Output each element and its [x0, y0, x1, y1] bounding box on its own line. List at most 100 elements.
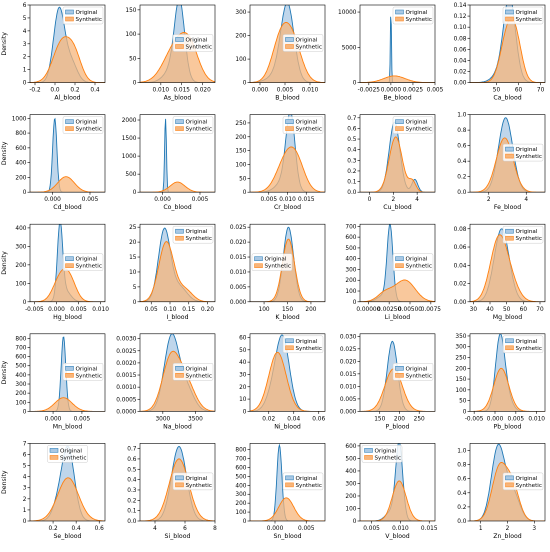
legend-swatch-original — [395, 256, 404, 261]
subplot-Cr_blood: 0.005 0.010 0.015 0 50 100 150 200 250 Cr_blood Or… — [235, 114, 326, 211]
y-tick-label: 0.4 — [457, 159, 467, 165]
y-tick-label: 0 — [243, 519, 247, 525]
subplot-K_blood: 100 150 200 0.000 0.005 0.010 0.015 0.020 0.025 K… — [230, 223, 326, 321]
density-area-synthetic — [470, 234, 545, 302]
y-tick-label: 0.7 — [347, 116, 357, 122]
x-tick-label: 0.005 — [70, 307, 87, 313]
y-tick-label: 200 — [345, 494, 356, 500]
legend-swatch-synthetic — [395, 126, 404, 131]
subplot-Fe_blood: 2 4 0.0 0.2 0.4 0.6 0.8 1.0 Fe_blood OriginalSynt… — [457, 113, 546, 211]
x-axis-label: Mg_blood — [493, 314, 523, 321]
density-area-original — [365, 224, 403, 302]
x-tick-label: 3000 — [155, 416, 170, 422]
x-tick-label: 0.010 — [92, 307, 109, 313]
y-tick-label: 400 — [345, 469, 356, 475]
x-tick-label: 0.06 — [312, 416, 325, 422]
y-tick-label: 0.010 — [340, 384, 357, 390]
y-tick-label: 300 — [345, 481, 356, 487]
density-area-synthetic — [140, 182, 215, 193]
legend-swatch-original — [285, 37, 294, 42]
subplot-Co_blood: 0.000 0.005 0 500 1000 1500 2000 Co_blood Origin… — [122, 114, 216, 211]
legend-label-original: Original — [76, 257, 98, 263]
x-tick-label: 2 — [487, 197, 491, 203]
x-tick-label: 0.20 — [201, 307, 214, 313]
x-tick-label: 0.010 — [392, 526, 409, 532]
x-tick-label: 50 — [503, 307, 511, 313]
legend-label-synthetic: Synthetic — [296, 44, 322, 50]
x-tick-label: 50 — [493, 88, 501, 94]
y-tick-label: 0 — [353, 300, 357, 306]
legend-label-original: Original — [516, 10, 538, 16]
y-tick-label: 0.6 — [457, 477, 467, 483]
legend-swatch-original — [175, 366, 184, 371]
subplot-Be_blood: -0.0025 0.0000 0.0025 0.005 0 5000 10000 Be_blo… — [338, 4, 444, 102]
y-tick-label: 50 — [129, 56, 137, 62]
legend-swatch-original — [505, 146, 514, 152]
x-tick-label: 40 — [486, 307, 494, 313]
x-tick-label: 0.000 — [487, 416, 504, 422]
legend-swatch-original — [505, 338, 514, 344]
legend-label-original: Original — [406, 10, 428, 16]
legend-label-synthetic: Synthetic — [76, 127, 102, 133]
x-tick-label: 0.05 — [145, 307, 158, 313]
x-tick-label: 200 — [305, 307, 316, 313]
x-tick-label: 3 — [532, 526, 536, 532]
y-tick-label: 0 — [23, 300, 27, 306]
legend-swatch-original — [395, 119, 404, 124]
y-tick-label: 0 — [353, 519, 357, 525]
legend-label-original: Original — [186, 229, 208, 235]
density-area-original — [269, 445, 290, 521]
y-tick-label: 150 — [455, 377, 466, 383]
axes-frame — [29, 333, 106, 412]
y-tick-label: 0 — [23, 409, 27, 415]
x-tick-label: 0.005 — [277, 88, 294, 94]
legend-label-original: Original — [296, 37, 318, 43]
axes-frame — [139, 333, 216, 412]
y-tick-label: 1.0 — [457, 113, 467, 119]
density-area-synthetic — [471, 462, 538, 521]
legend-label-original: Original — [375, 448, 397, 454]
y-tick-label: 0 — [243, 190, 247, 196]
legend-label-synthetic: Synthetic — [516, 483, 542, 489]
density-line-original — [250, 226, 325, 302]
x-tick-label: 0.02 — [262, 416, 275, 422]
legend-swatch-original — [65, 9, 74, 15]
y-tick-label: 0 — [23, 519, 27, 525]
subplot-Cd_blood: 0.000 0.005 0 200 400 600 800 1000 Cd_blood Densi… — [1, 114, 106, 211]
legend-swatch-original — [285, 119, 294, 124]
density-line-synthetic — [30, 36, 105, 83]
y-tick-label: 0.04 — [454, 58, 467, 64]
legend-label-synthetic: Synthetic — [60, 455, 86, 461]
legend-swatch-original — [505, 475, 514, 481]
density-line-synthetic — [250, 238, 325, 302]
density-line-synthetic — [250, 146, 325, 193]
x-tick-label: 200 — [394, 416, 405, 422]
y-tick-label: 1 — [23, 68, 27, 74]
y-tick-label: 0 — [243, 81, 247, 87]
y-tick-label: 25 — [129, 225, 137, 231]
subplot-Si_blood: 4 6 8 0.0 0.1 0.2 0.3 0.4 0.5 0.6 0.7 Si_blood Origi… — [127, 443, 217, 540]
y-tick-label: 200 — [345, 278, 356, 284]
axes-frame — [469, 223, 546, 303]
y-tick-label: 250 — [235, 121, 246, 127]
y-tick-label: 0.00 — [454, 300, 467, 306]
legend-swatch-synthetic — [285, 345, 294, 351]
legend-swatch-synthetic — [65, 16, 74, 22]
legend-swatch-synthetic — [395, 263, 404, 268]
y-tick-label: 0.025 — [230, 225, 247, 231]
y-tick-label: 1000 — [122, 154, 137, 160]
y-tick-label: 700 — [15, 345, 26, 351]
y-axis-label: Density — [1, 361, 8, 385]
y-tick-label: 1 — [23, 508, 27, 514]
legend-swatch-synthetic — [175, 126, 184, 131]
axes-frame — [469, 4, 546, 83]
y-tick-label: 0 — [463, 409, 467, 415]
x-tick-label: -0.2 — [29, 88, 41, 94]
